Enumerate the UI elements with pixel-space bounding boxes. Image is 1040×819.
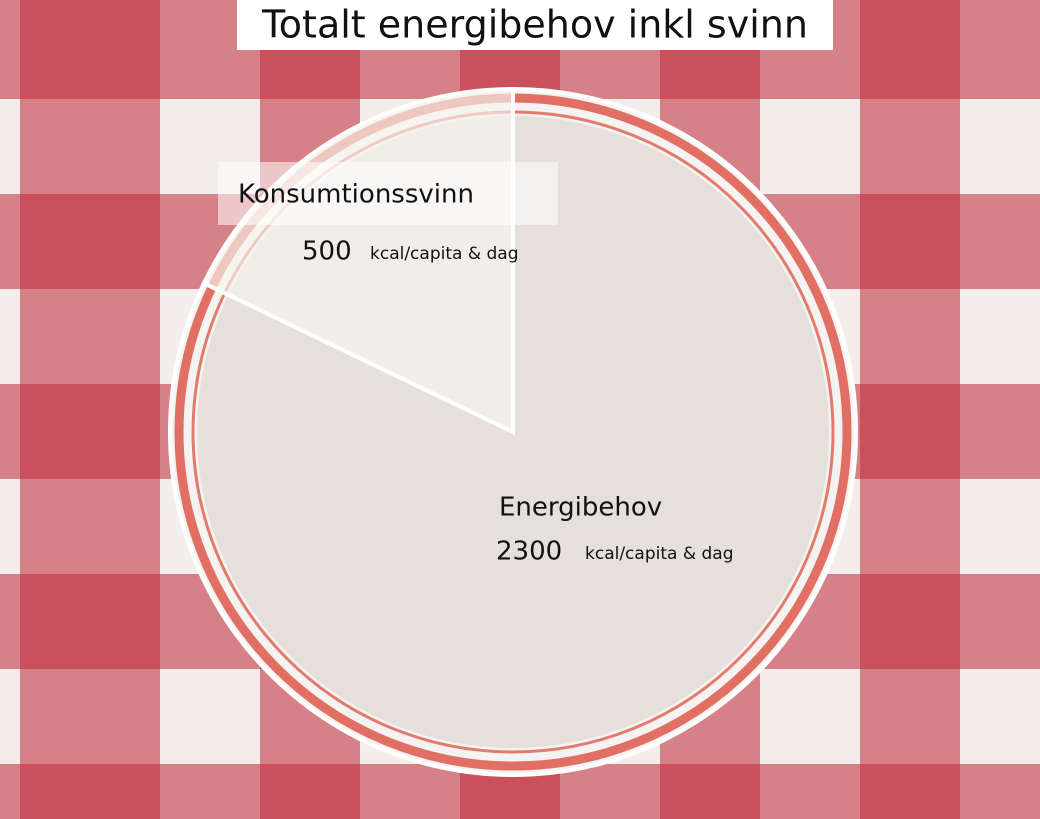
- value-label: 2300: [496, 537, 562, 567]
- chart: Totalt energibehov inkl svinn Konsumtion…: [0, 0, 1040, 819]
- unit-label: kcal/capita & dag: [370, 244, 518, 264]
- slice-label: Energibehov: [499, 493, 662, 523]
- infographic: Totalt energibehov inkl svinn Konsumtion…: [0, 0, 1040, 819]
- chart-title: Totalt energibehov inkl svinn: [261, 3, 808, 47]
- value-label: 500: [302, 237, 352, 267]
- unit-label: kcal/capita & dag: [585, 544, 733, 564]
- slice-label: Konsumtionssvinn: [238, 180, 474, 210]
